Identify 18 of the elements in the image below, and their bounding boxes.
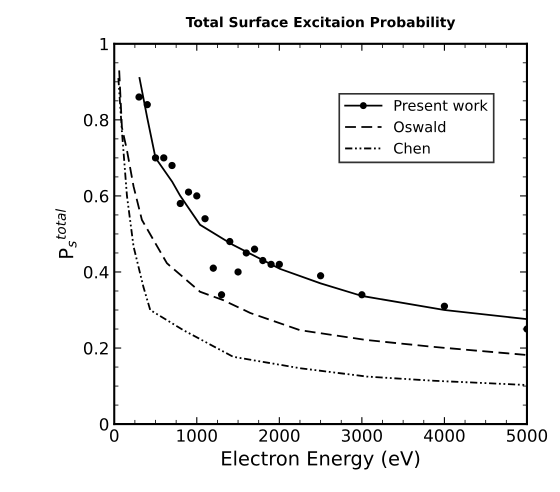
chart-title: Total Surface Excitaion Probability <box>186 16 456 30</box>
legend-label: Chen <box>394 142 430 154</box>
y-axis-title: P$_{s}$$^{total}$ <box>55 208 77 258</box>
y-tick-label: 0.8 <box>84 114 108 126</box>
y-tick-label: 0 <box>100 418 108 431</box>
x-tick-label: 5000 <box>507 429 548 442</box>
x-tick-label: 0 <box>110 429 118 442</box>
x-tick-label: 1000 <box>177 429 217 442</box>
legend-label: Oswald <box>394 121 446 132</box>
y-tick-label: 0.2 <box>84 342 108 355</box>
legend-label: Present work <box>394 100 488 111</box>
y-tick-label: 1 <box>100 38 108 50</box>
x-tick-label: 2000 <box>259 429 300 442</box>
y-tick-label: 0.6 <box>84 190 108 202</box>
x-axis-title: Electron Energy (eV) <box>222 450 420 470</box>
x-tick-label: 3000 <box>342 429 382 442</box>
x-tick-label: 4000 <box>424 429 465 442</box>
y-tick-label: 0.4 <box>84 266 108 279</box>
